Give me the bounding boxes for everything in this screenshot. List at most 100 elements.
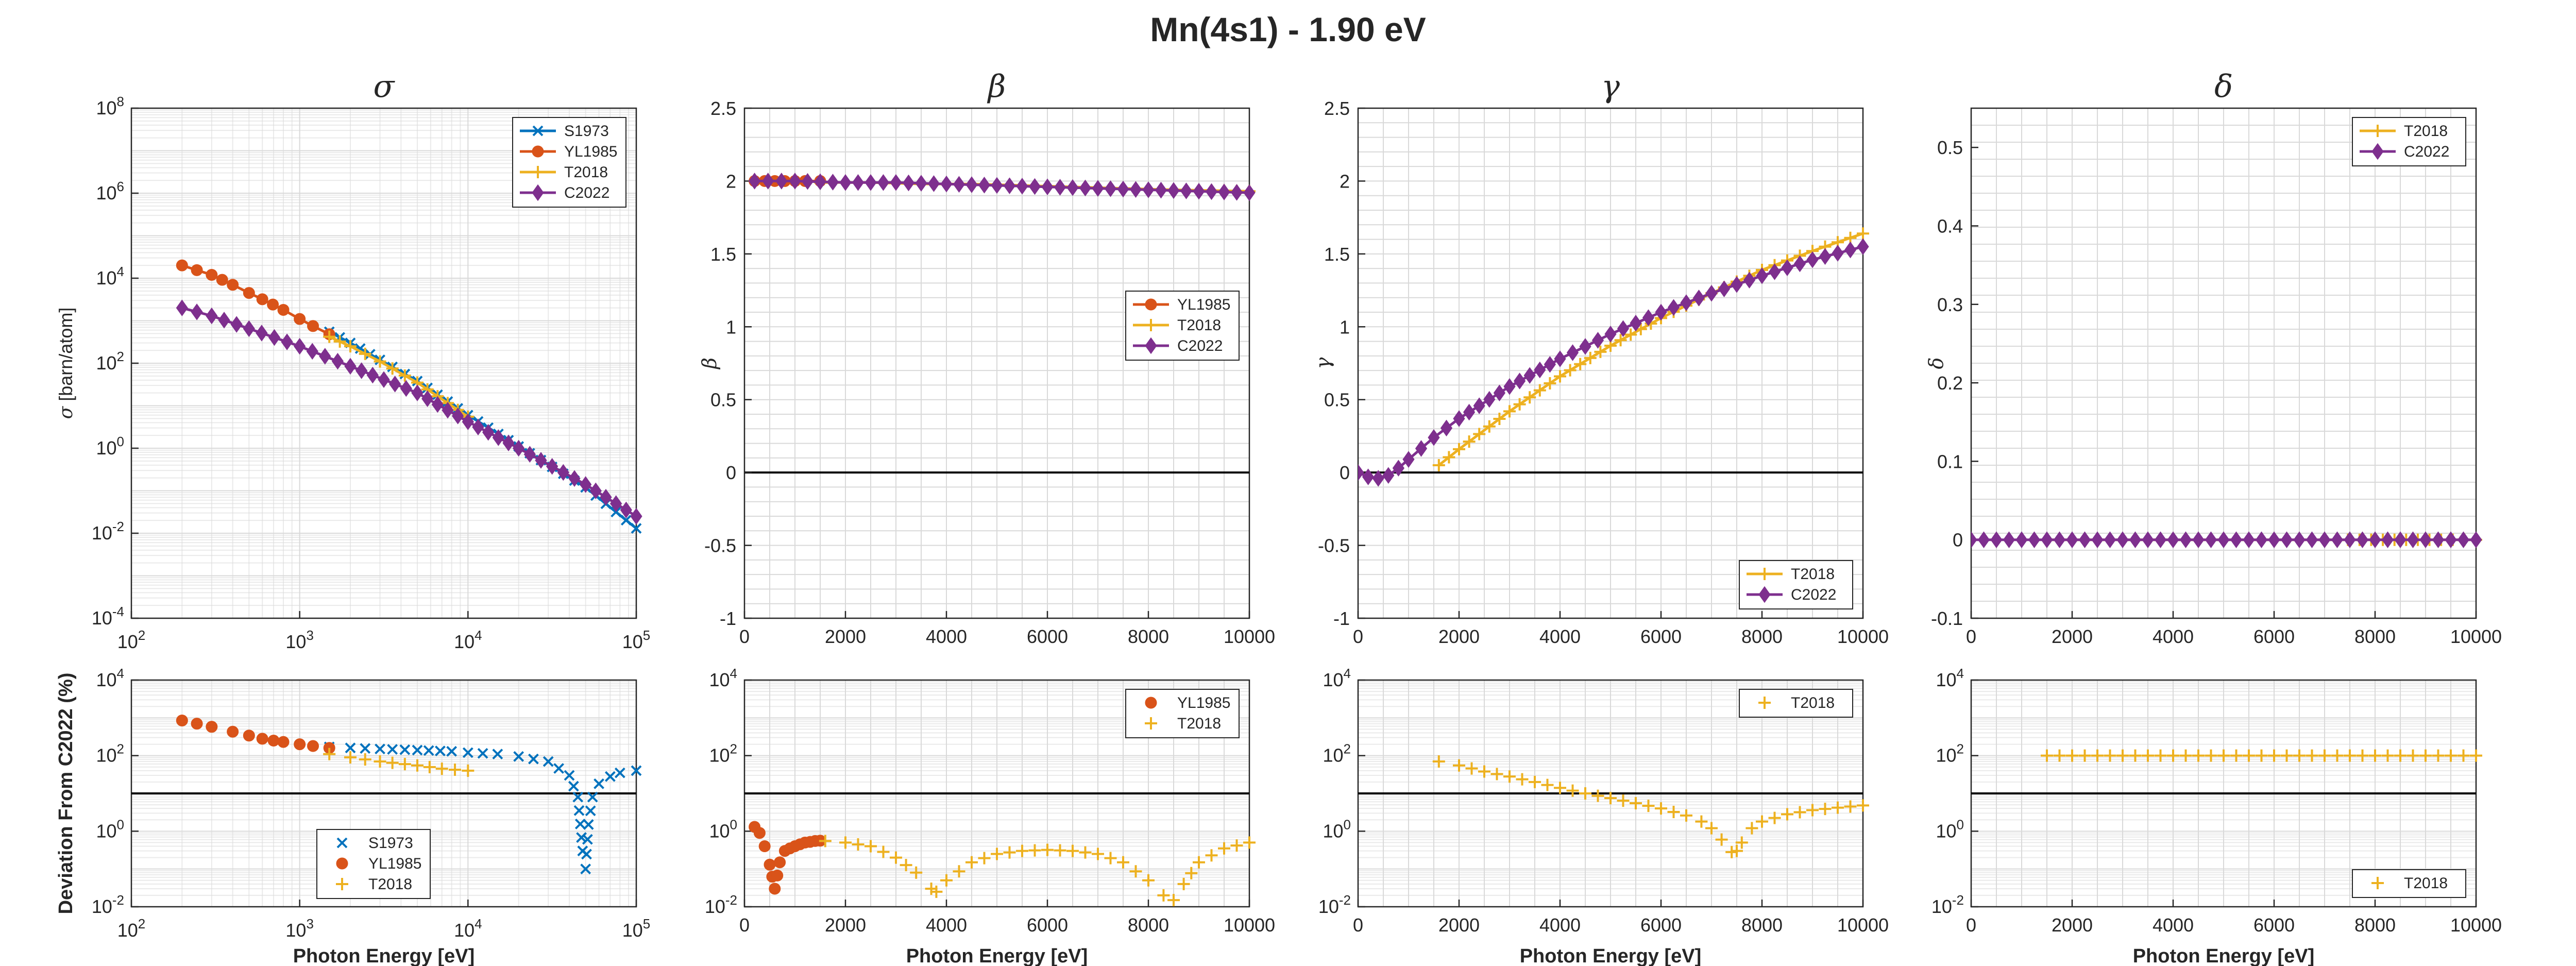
legend-box: [1125, 689, 1240, 738]
panel-title: δ: [2214, 69, 2233, 105]
data-point: [2344, 531, 2356, 548]
data-point: [978, 176, 991, 194]
data-point: [2356, 749, 2369, 762]
data-point: [2053, 531, 2066, 548]
x-tick-label: 6000: [1027, 626, 1068, 647]
data-point: [1566, 784, 1579, 797]
data-point: [572, 791, 584, 803]
series-C2022: [1971, 531, 2482, 548]
data-point: [2406, 749, 2419, 762]
data-point: [492, 429, 504, 446]
data-point: [1432, 755, 1445, 768]
data-point: [2230, 749, 2243, 762]
data-point: [1718, 280, 1731, 298]
data-point: [1731, 276, 1743, 293]
data-point: [991, 177, 1003, 194]
data-point: [1756, 815, 1768, 828]
data-point: [442, 401, 454, 419]
data-point: [1680, 294, 1692, 311]
x-tick-label: 4000: [1539, 914, 1581, 936]
series-YL1985: [749, 821, 826, 895]
data-point: [2015, 531, 2028, 548]
data-point: [1844, 800, 1857, 813]
data-point: [2293, 749, 2306, 762]
x-tick-label: 104: [454, 628, 482, 652]
legend-label: T2018: [368, 876, 412, 893]
data-point: [1806, 251, 1819, 268]
data-point: [1617, 320, 1630, 337]
data-point: [535, 452, 547, 469]
data-point: [587, 791, 598, 803]
data-point: [2104, 749, 2116, 762]
data-point: [1428, 429, 1440, 446]
data-point: [965, 856, 978, 869]
data-point: [386, 362, 399, 375]
data-point: [1028, 844, 1041, 857]
y-axis-label: Deviation From C2022 (%): [55, 673, 77, 914]
data-point: [2331, 749, 2344, 762]
legend-label: S1973: [564, 123, 609, 140]
x-tick-label: 8000: [1741, 626, 1783, 647]
data-point: [2041, 531, 2053, 548]
data-point: [1104, 180, 1117, 197]
data-point: [1705, 822, 1718, 835]
y-tick-label: 104: [96, 264, 124, 289]
data-point: [462, 764, 474, 777]
data-point: [2318, 531, 2331, 548]
data-point: [2179, 749, 2192, 762]
chart-panel-5: 102 103 104 105 10-2 100 102 104 Photon Energy […: [55, 666, 650, 966]
data-point: [1415, 440, 1428, 457]
data-point: [323, 330, 336, 343]
data-point: [176, 299, 188, 316]
data-point: [839, 174, 852, 191]
series-C2022: [1358, 238, 1869, 487]
y-tick-label: -1: [720, 608, 736, 629]
series-layer: [748, 173, 1256, 201]
x-axis-label: Photon Energy [eV]: [293, 945, 475, 966]
legend-item-T2018: T2018: [520, 164, 608, 181]
x-tick-label: 103: [285, 628, 314, 652]
data-point: [412, 744, 423, 756]
y-axis-label: σ [barn/atom]: [55, 308, 77, 419]
data-point: [277, 303, 290, 316]
data-point: [1781, 808, 1793, 821]
data-point: [1564, 364, 1577, 377]
data-point: [1066, 844, 1079, 857]
data-point: [1971, 531, 1977, 548]
data-point: [991, 848, 1003, 860]
data-point: [1977, 531, 1990, 548]
legend: T2018: [2352, 869, 2466, 898]
data-point: [953, 176, 965, 193]
data-point: [462, 413, 474, 430]
data-point: [2129, 749, 2142, 762]
y-tick-label: -0.1: [1931, 608, 1963, 629]
x-axis-label: Photon Energy [eV]: [906, 945, 1088, 966]
data-point: [2003, 531, 2015, 548]
data-point: [344, 358, 357, 375]
data-point: [1533, 384, 1546, 397]
data-point: [206, 721, 218, 733]
data-point: [940, 874, 953, 887]
data-point: [472, 418, 484, 436]
data-point: [890, 174, 902, 191]
data-point: [2041, 749, 2053, 762]
data-point: [344, 751, 357, 764]
data-point: [753, 827, 766, 839]
legend-item-T2018: T2018: [1145, 715, 1221, 732]
data-point: [1432, 459, 1445, 471]
data-point: [1857, 799, 1869, 812]
data-point: [1493, 413, 1506, 426]
data-point: [1180, 182, 1193, 199]
data-point: [764, 858, 776, 871]
data-point: [281, 333, 293, 350]
data-point: [344, 340, 357, 353]
y-tick-label: -0.5: [704, 535, 736, 556]
data-point: [446, 745, 457, 757]
grid: [131, 108, 636, 619]
legend-marker: [1145, 717, 1157, 730]
data-point: [758, 840, 771, 853]
y-tick-label: 102: [96, 349, 124, 374]
y-tick-label: 1.5: [1324, 244, 1350, 265]
legend-item-T2018: T2018: [2371, 875, 2448, 892]
data-point: [2154, 749, 2167, 762]
